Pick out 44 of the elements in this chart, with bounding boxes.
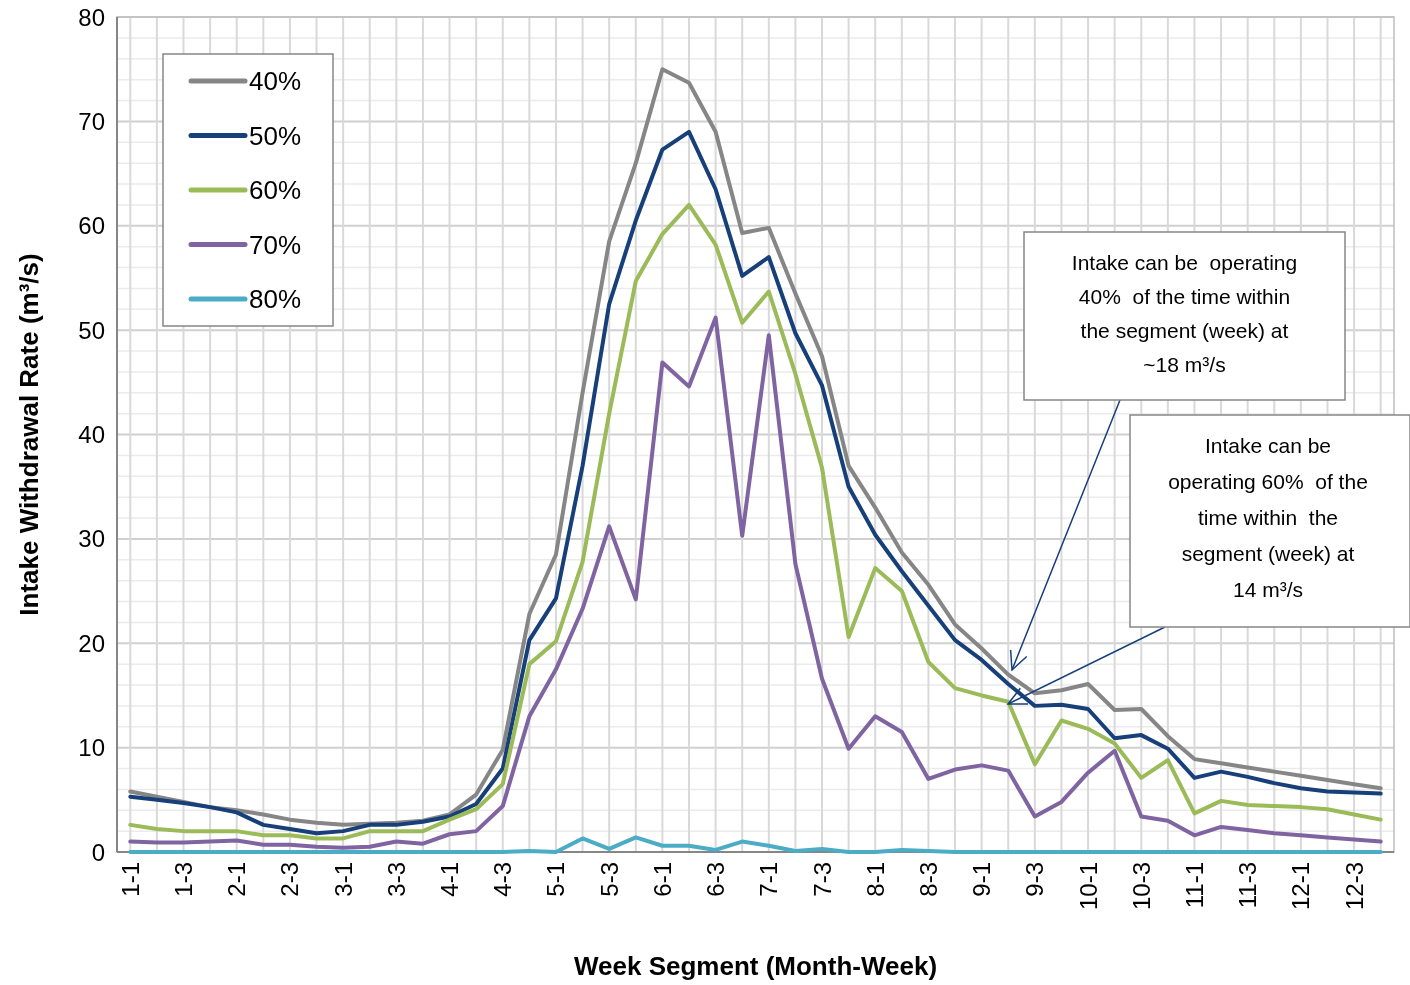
legend-label: 40% (249, 66, 302, 96)
x-tick-label: 8-1 (861, 862, 889, 897)
x-tick-label: 1-3 (170, 862, 198, 897)
y-axis-title: Intake Withdrawal Rate (m³/s) (14, 253, 44, 616)
x-tick-label: 11-1 (1180, 862, 1208, 909)
x-tick-label: 7-3 (808, 862, 836, 897)
x-tick-label: 6-3 (702, 862, 730, 897)
y-tick-label: 70 (78, 107, 105, 135)
x-tick-label: 1-1 (116, 862, 144, 897)
x-tick-label: 9-1 (968, 862, 996, 897)
y-tick-label: 60 (78, 212, 105, 240)
legend-label: 50% (249, 120, 302, 151)
y-tick-label: 80 (78, 3, 105, 31)
x-tick-label: 7-1 (755, 862, 783, 897)
line-series (128, 835, 1383, 854)
y-tick-label: 20 (78, 629, 105, 657)
annotation: Intake can be operating 40% of the time within the segment (week) at ~18 m³/s (1071, 250, 1298, 376)
legend-label: 60% (249, 175, 302, 205)
x-tick-label: 4-1 (436, 862, 464, 897)
line-series (128, 315, 1383, 850)
x-tick-label: 6-1 (648, 862, 676, 897)
y-tick-label: 40 (78, 421, 105, 448)
y-tick-label: 0 (91, 838, 105, 866)
x-axis-title: Week Segment (Month-Week) (573, 951, 938, 981)
y-tick-label: 50 (78, 316, 105, 344)
x-tick-label: 3-1 (329, 862, 357, 897)
x-tick-label: 12-1 (1287, 862, 1315, 911)
x-tick-label: 11-3 (1234, 862, 1262, 909)
annotation: Intake can be operating 60% of the time within the segment (week) at 14 m³/s (1168, 433, 1368, 601)
x-tick-label: 2-3 (276, 862, 304, 897)
x-tick-label: 12-3 (1340, 862, 1368, 911)
y-tick-label: 30 (78, 525, 105, 553)
x-tick-label: 2-1 (223, 862, 251, 897)
x-tick-label: 5-1 (542, 862, 570, 897)
y-tick-label: 10 (78, 734, 105, 762)
x-tick-label: 5-3 (595, 862, 623, 897)
x-tick-label: 4-3 (489, 862, 517, 897)
legend-label: 70% (249, 229, 302, 260)
x-tick-label: 3-3 (382, 862, 410, 897)
x-tick-label: 8-3 (914, 862, 942, 897)
x-tick-label: 10-3 (1127, 862, 1155, 911)
legend-label: 80% (249, 284, 302, 314)
x-tick-label: 10-1 (1074, 862, 1102, 911)
x-tick-label: 9-3 (1021, 862, 1049, 897)
